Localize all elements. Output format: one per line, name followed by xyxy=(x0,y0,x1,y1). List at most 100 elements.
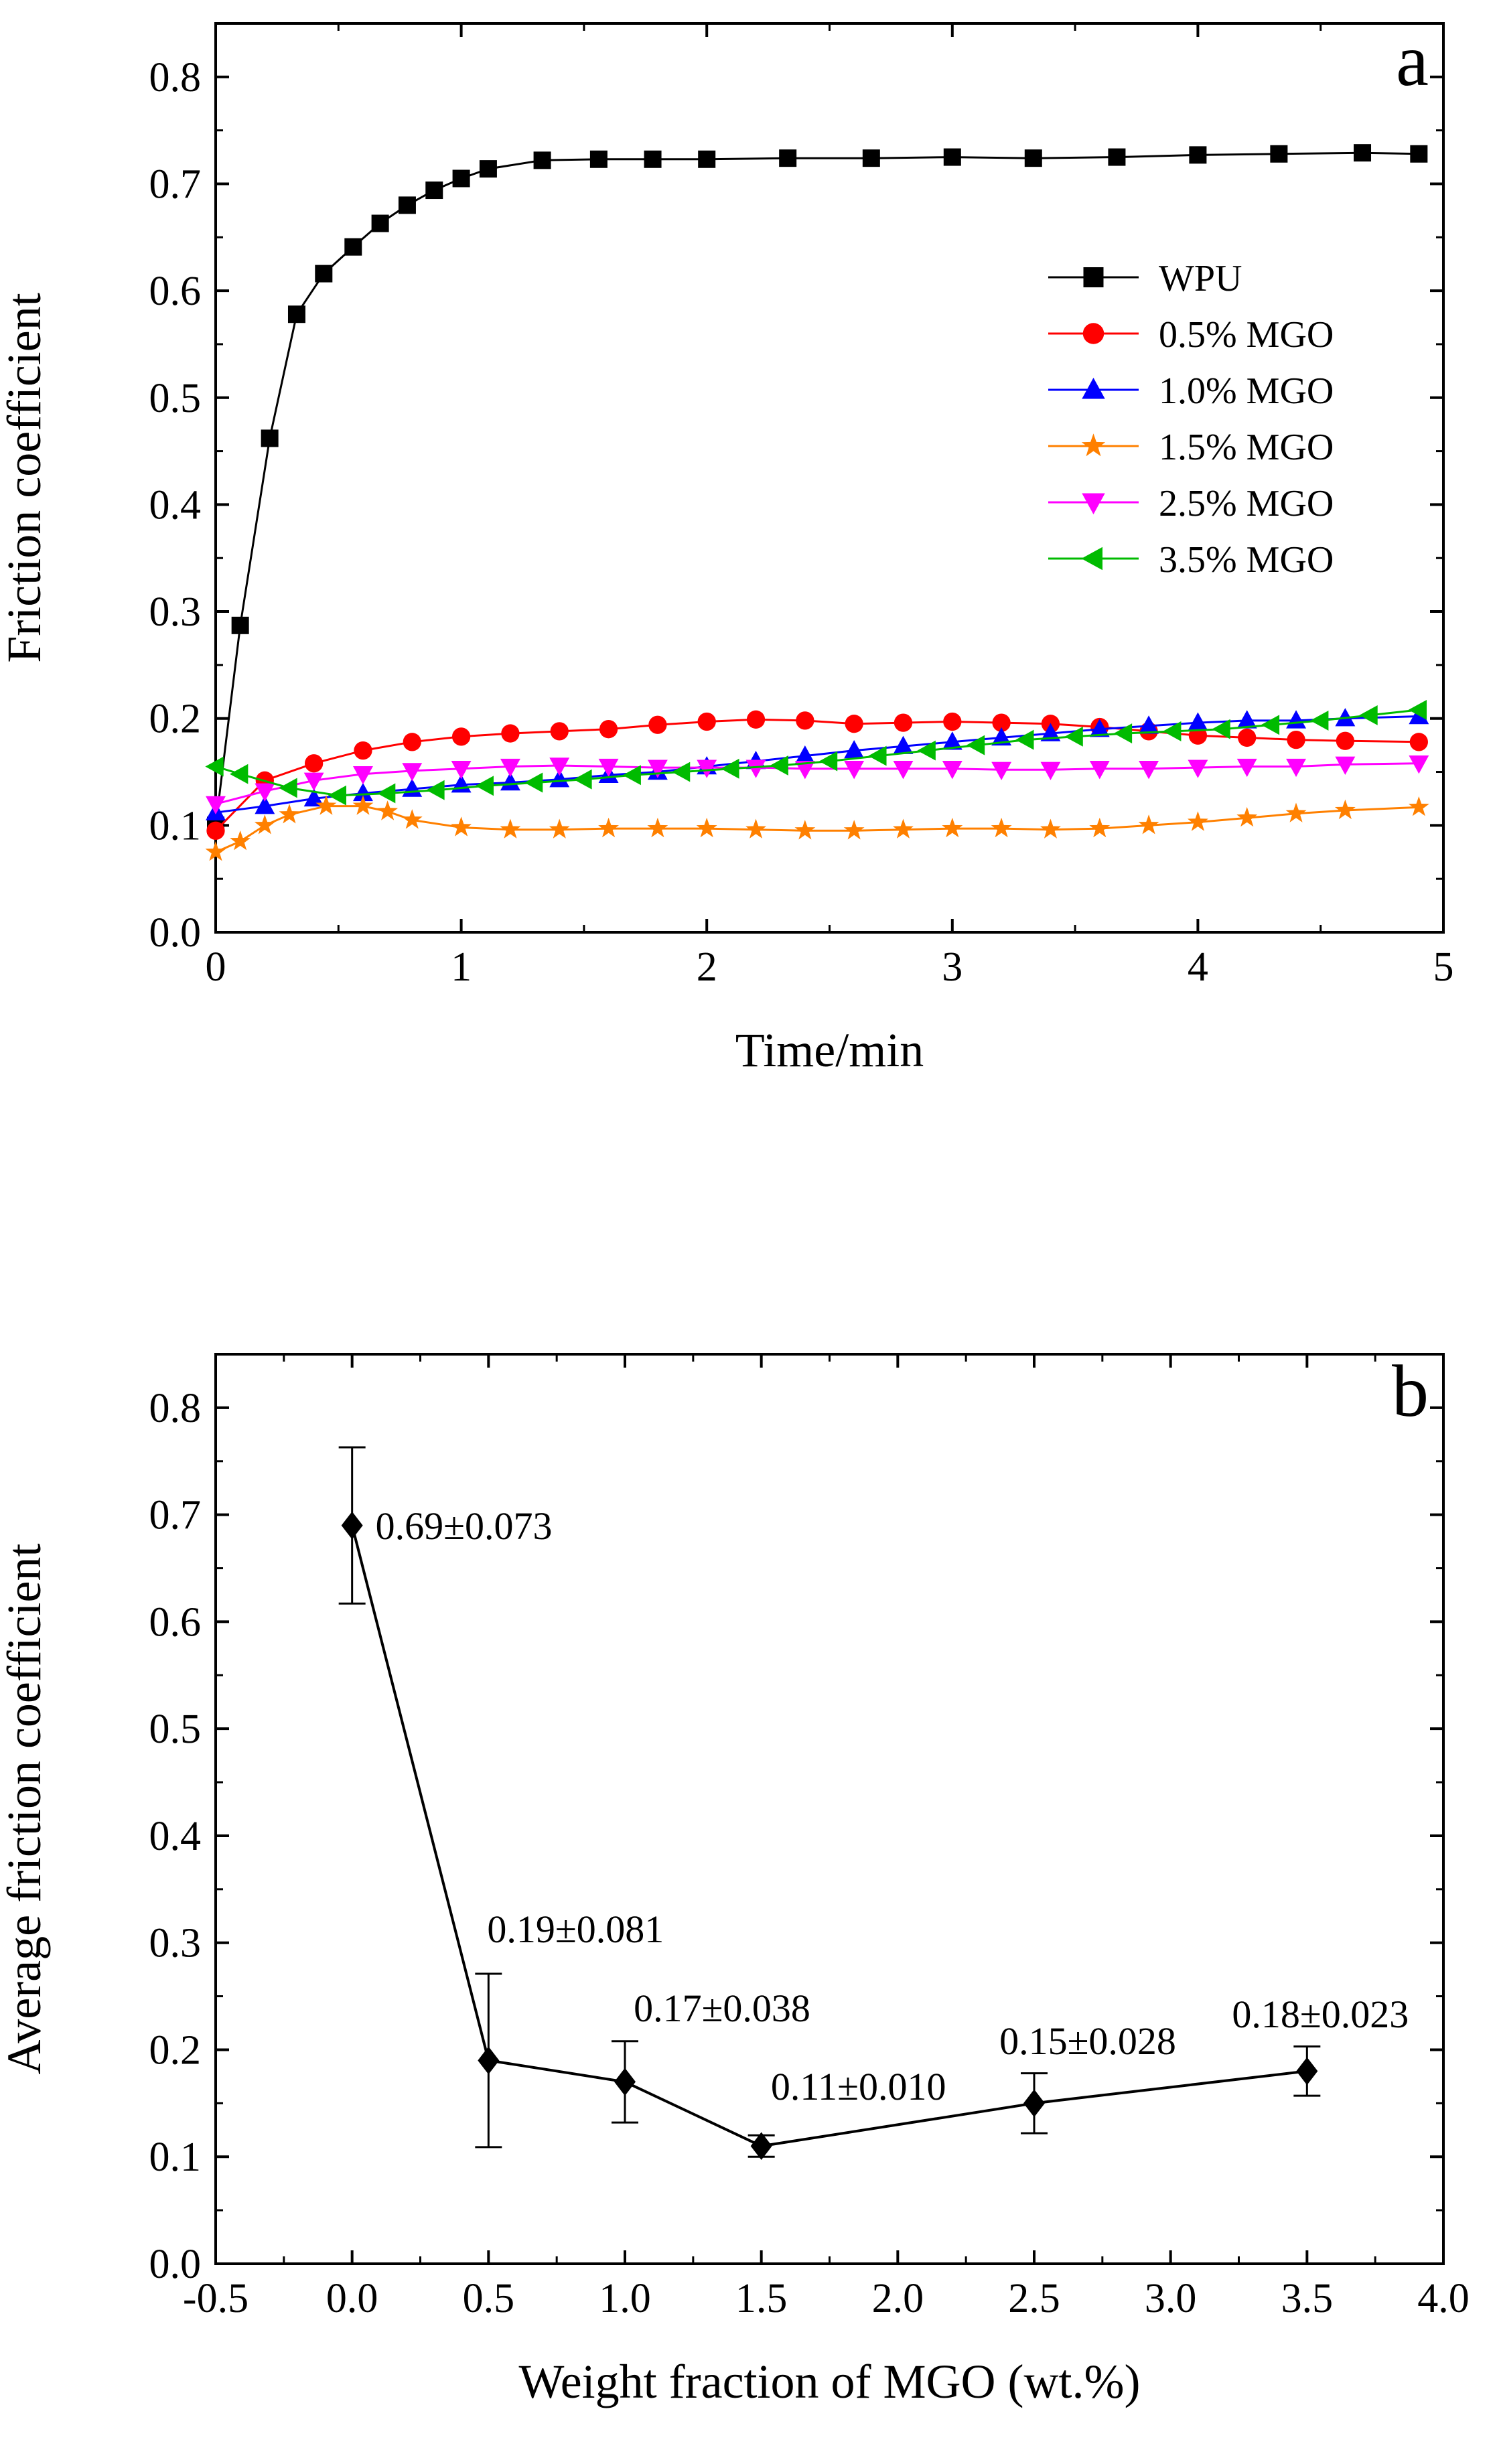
data-point xyxy=(1024,149,1042,167)
data-point xyxy=(794,745,815,764)
x-tick-label: 3.0 xyxy=(1145,2276,1197,2321)
data-point xyxy=(893,818,914,839)
series-3-5-mgo xyxy=(205,699,1427,806)
data-point xyxy=(341,1511,363,1540)
data-point xyxy=(844,761,865,780)
data-point xyxy=(696,817,717,838)
data-point xyxy=(475,776,494,796)
data-point xyxy=(426,780,445,800)
data-point xyxy=(844,740,865,759)
legend-marker xyxy=(1082,323,1104,344)
data-point xyxy=(1354,144,1372,162)
data-point xyxy=(647,759,668,778)
data-point xyxy=(966,735,985,755)
data-point xyxy=(1189,146,1207,164)
panel-b-chart: -0.5 0.0 0.5 1.0 1.5 2.0 2.5 3.0 3.5 4.00.00.10.2… xyxy=(0,1350,1470,2408)
data-label: 0.11±0.010 xyxy=(771,2065,946,2108)
panel-letter: a xyxy=(1396,19,1429,101)
data-point xyxy=(500,758,520,778)
data-point xyxy=(794,820,816,840)
data-point xyxy=(377,783,396,804)
legend-entry: 0.5% MGO xyxy=(1048,314,1334,356)
data-point xyxy=(304,754,324,773)
data-point xyxy=(1089,761,1110,780)
legend-label: WPU xyxy=(1159,258,1242,299)
y-tick-label: 0.4 xyxy=(149,482,202,528)
data-point xyxy=(452,169,470,188)
y-tick-label: 0.5 xyxy=(149,376,202,421)
x-tick-label: 1 xyxy=(451,944,472,990)
data-point xyxy=(794,761,815,780)
data-point xyxy=(770,755,788,776)
data-point xyxy=(745,759,766,778)
series-line xyxy=(215,715,1419,814)
data-point xyxy=(398,196,416,214)
data-point xyxy=(287,305,305,323)
data-point xyxy=(750,2132,772,2161)
data-point xyxy=(1285,802,1307,822)
data-point xyxy=(550,722,569,741)
data-point xyxy=(992,713,1011,732)
data-point xyxy=(1409,733,1428,751)
data-point xyxy=(1410,145,1428,163)
y-tick-label: 0.6 xyxy=(149,269,202,314)
data-point xyxy=(1139,715,1159,734)
data-label: 0.15±0.028 xyxy=(999,2019,1176,2063)
x-axis-label: Weight fraction of MGO (wt.%) xyxy=(519,2355,1141,2408)
data-point xyxy=(868,745,887,766)
y-tick-label: 0.5 xyxy=(149,1707,202,1752)
series-wpu xyxy=(207,144,1428,835)
legend-entry: 3.5% MGO xyxy=(1048,539,1334,581)
legend-entry: 1.0% MGO xyxy=(1048,370,1334,412)
data-point xyxy=(818,751,838,772)
data-point xyxy=(254,814,275,835)
data-point xyxy=(1015,729,1034,750)
x-tick-label: 0.5 xyxy=(463,2276,515,2321)
legend-label: 2.5% MGO xyxy=(1159,483,1334,524)
legend-label: 1.5% MGO xyxy=(1159,427,1334,468)
y-tick-label: 0.8 xyxy=(149,1386,202,1431)
x-tick-label: 3 xyxy=(942,944,963,990)
y-tick-label: 0.6 xyxy=(149,1599,202,1645)
data-point xyxy=(991,817,1012,838)
data-point xyxy=(206,796,226,815)
data-point xyxy=(1040,818,1061,839)
data-point xyxy=(1108,148,1126,166)
data-point xyxy=(1408,699,1427,720)
data-point xyxy=(779,149,797,167)
y-tick-label: 0.4 xyxy=(149,1814,202,1859)
panel-a-chart: 0 1 2 3 4 5 0.0 0.1 0.2 0.3 0.4 0.5 0.6 0.7 0.8 Time/mi… xyxy=(0,19,1454,1077)
data-point xyxy=(893,735,914,754)
series-2-5-mgo xyxy=(206,755,1429,815)
x-axis-label: Time/min xyxy=(735,1023,924,1077)
y-tick-label: 0.7 xyxy=(149,161,202,207)
x-tick-label: 0.0 xyxy=(326,2276,378,2321)
data-point xyxy=(614,2068,636,2096)
data-point xyxy=(1064,726,1083,747)
panel-letter: b xyxy=(1392,1350,1429,1432)
data-point xyxy=(1188,712,1208,731)
data-point xyxy=(279,804,300,824)
y-axis-label: Friction coefficient xyxy=(0,293,51,662)
data-point xyxy=(1287,730,1305,749)
x-tick-label: 2.0 xyxy=(872,2276,924,2321)
data-point xyxy=(401,809,423,829)
series-average-friction xyxy=(338,1446,1321,2161)
y-tick-label: 0.1 xyxy=(149,2134,202,2180)
data-point xyxy=(353,782,373,802)
legend-entry: 1.5% MGO xyxy=(1048,427,1334,468)
y-tick-label: 0.8 xyxy=(149,55,202,100)
y-tick-label: 0.7 xyxy=(149,1493,202,1538)
plot-frame xyxy=(214,22,1445,934)
legend-marker xyxy=(1082,378,1105,399)
data-point xyxy=(589,150,608,168)
data-point xyxy=(942,817,963,838)
data-point xyxy=(1296,2057,1318,2086)
data-point xyxy=(205,841,226,861)
data-point xyxy=(573,769,592,790)
data-point xyxy=(328,785,346,806)
legend-entry: 2.5% MGO xyxy=(1048,483,1334,524)
data-point xyxy=(501,724,520,743)
data-point xyxy=(698,150,716,168)
